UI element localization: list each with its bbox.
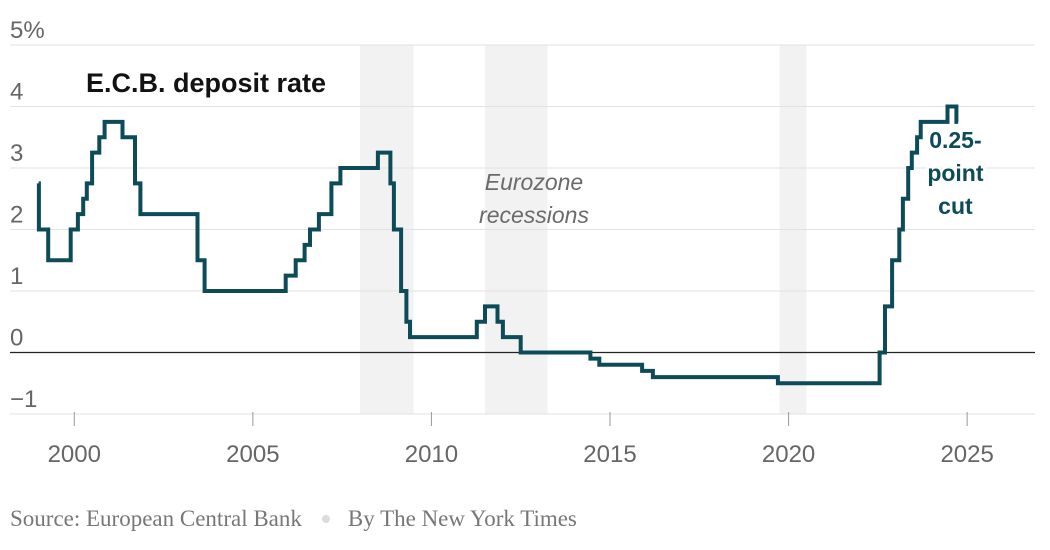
annotation-line: point <box>927 160 984 186</box>
annotation-line: 0.25- <box>929 127 981 153</box>
recession-label: Eurozone recessions <box>479 169 589 228</box>
chart-title: E.C.B. deposit rate <box>86 68 326 98</box>
y-tick-label: 0 <box>10 325 23 352</box>
y-tick-label: −1 <box>10 386 37 413</box>
separator-dot-icon <box>321 514 330 523</box>
x-ticks: 2000 2005 2010 2015 2020 2025 <box>48 412 994 468</box>
source-note: Source: European Central Bank <box>10 506 302 531</box>
y-tick-label: 5% <box>10 17 45 44</box>
annotation-line: cut <box>938 193 973 219</box>
grid <box>10 44 1035 415</box>
annotation-rate-cut: 0.25- point cut <box>925 125 987 222</box>
y-tick-label: 2 <box>10 202 23 229</box>
x-tick-label: 2025 <box>940 441 993 468</box>
y-tick-labels: 5% 4 3 2 1 0 −1 <box>10 17 45 413</box>
x-tick-label: 2005 <box>226 441 279 468</box>
y-tick-label: 3 <box>10 140 23 167</box>
recession-label-line: recessions <box>479 202 589 228</box>
chart: 5% 4 3 2 1 0 −1 2000 2005 2010 2015 2020 2025 Euroz… <box>10 17 1035 468</box>
y-tick-label: 4 <box>10 79 23 106</box>
x-tick-label: 2000 <box>48 441 101 468</box>
y-tick-label: 1 <box>10 263 23 290</box>
recession-label-line: Eurozone <box>485 169 583 195</box>
series-line-deposit-rate <box>36 104 959 386</box>
x-tick-label: 2015 <box>583 441 636 468</box>
footer: Source: European Central Bank By The New … <box>10 506 577 532</box>
x-tick-label: 2020 <box>762 441 815 468</box>
x-tick-label: 2010 <box>405 441 458 468</box>
byline: By The New York Times <box>347 506 577 531</box>
